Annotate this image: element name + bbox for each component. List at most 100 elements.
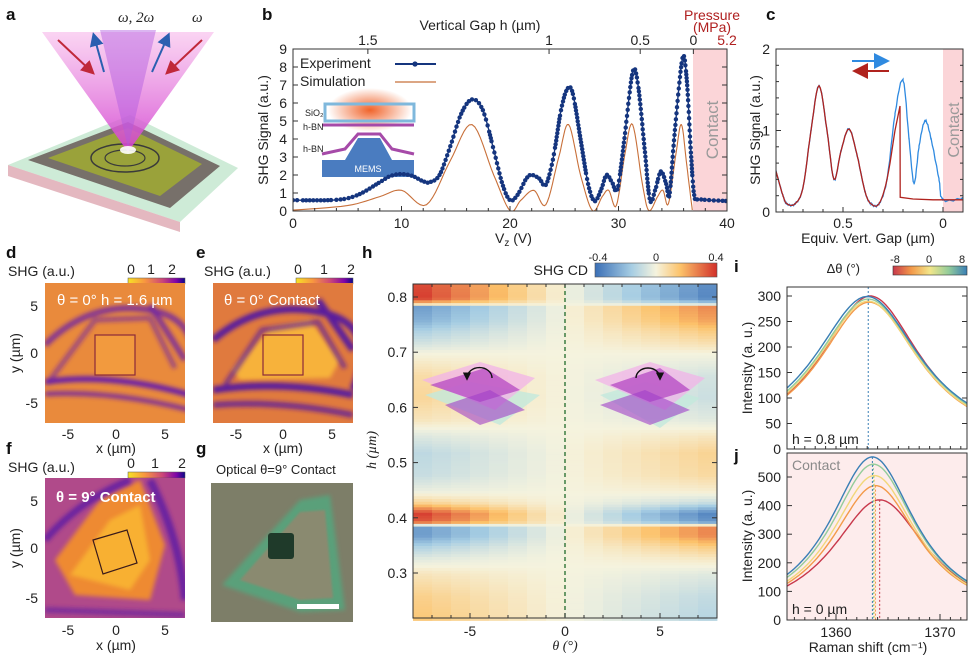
- heatmap-cell: [413, 322, 433, 326]
- heatmap-cell: [679, 477, 699, 481]
- heatmap-cell: [546, 402, 566, 406]
- heatmap-cell: [489, 314, 509, 318]
- heatmap-cell: [660, 430, 680, 434]
- heatmap-cell: [622, 355, 642, 359]
- heatmap-cell: [508, 499, 528, 503]
- heatmap-cell: [527, 573, 547, 577]
- heatmap-cell: [641, 325, 661, 329]
- heatmap-cell: [451, 570, 471, 574]
- heatmap-cell: [546, 355, 566, 359]
- heatmap-cell: [546, 540, 566, 544]
- heatmap-cell: [451, 612, 471, 616]
- heatmap-cell: [527, 570, 547, 574]
- heatmap-cell: [698, 363, 718, 367]
- heatmap-cell: [622, 463, 642, 467]
- experiment-point: [689, 154, 694, 160]
- heatmap-cell: [508, 305, 528, 309]
- heatmap-cell: [527, 534, 547, 539]
- heatmap-cell: [622, 327, 642, 332]
- y-tick-label: 0: [773, 441, 781, 457]
- heatmap-cell: [622, 471, 642, 475]
- heatmap-cell: [489, 460, 509, 464]
- heatmap-cell: [527, 617, 547, 621]
- heatmap-cell: [584, 546, 604, 550]
- heatmap-cell: [489, 294, 509, 298]
- rotate-cw-icon: [635, 367, 665, 381]
- spectrum-line-dtheta-4: [787, 463, 967, 583]
- heatmap-cell: [622, 612, 642, 616]
- heatmap-cell: [660, 471, 680, 475]
- heatmap-cell: [565, 474, 585, 478]
- heatmap-cell: [508, 355, 528, 359]
- heatmap-cell: [641, 308, 661, 312]
- heatmap-cell: [565, 562, 585, 566]
- heatmap-cell: [584, 305, 604, 309]
- heatmap-cell: [413, 529, 433, 533]
- heatmap-cell: [527, 529, 547, 533]
- heatmap-cell: [527, 358, 547, 362]
- heatmap-cell: [451, 333, 471, 337]
- heatmap-cell: [432, 490, 452, 494]
- heatmap-cell: [432, 408, 452, 412]
- heatmap-cell: [660, 449, 680, 453]
- heatmap-cell: [584, 460, 604, 464]
- backward-sweep-line: [776, 84, 963, 207]
- heatmap-cell: [451, 449, 471, 453]
- heatmap-cell: [527, 584, 547, 588]
- heatmap-cell: [546, 419, 566, 423]
- heatmap-cell: [527, 482, 547, 486]
- heatmap-cell: [451, 548, 471, 552]
- panel-d-map: d SHG (a.u.) 0 1 2 θ = 0° h = 1.6 µm y (…: [6, 243, 186, 456]
- heatmap-cell: [470, 570, 490, 574]
- heatmap-cell: [489, 581, 509, 585]
- heatmap-cell: [603, 311, 623, 315]
- heatmap-cell: [660, 612, 680, 616]
- heatmap-cell: [584, 557, 604, 561]
- heatmap-cell: [470, 325, 490, 329]
- heatmap-cell: [584, 352, 604, 356]
- heatmap-cell: [451, 457, 471, 461]
- heatmap-cell: [622, 537, 642, 541]
- heatmap-cell: [679, 449, 699, 453]
- heatmap-cell: [679, 587, 699, 591]
- heatmap-cell: [527, 526, 547, 530]
- experiment-point: [622, 130, 628, 136]
- heatmap-cell: [413, 316, 433, 321]
- experiment-point: [300, 198, 306, 203]
- heatmap-cell: [679, 546, 699, 550]
- heatmap-cell: [508, 427, 528, 431]
- heatmap-cell: [603, 587, 623, 591]
- heatmap-cell: [489, 477, 509, 481]
- heatmap-cell: [508, 419, 528, 423]
- heatmap-cell: [413, 463, 433, 467]
- heatmap-cell: [527, 327, 547, 332]
- heatmap-cell: [451, 601, 471, 605]
- experiment-point: [691, 189, 696, 194]
- f-colorbar: [127, 471, 186, 479]
- heatmap-cell: [470, 286, 490, 290]
- heatmap-cell: [489, 454, 509, 459]
- experiment-point: [412, 174, 417, 180]
- heatmap-cell: [622, 424, 642, 428]
- heatmap-cell: [546, 286, 566, 290]
- heatmap-cell: [660, 601, 680, 605]
- heatmap-cell: [679, 457, 699, 461]
- heatmap-cell: [584, 325, 604, 329]
- h-x-tick-label: 0: [561, 623, 569, 639]
- experiment-point: [690, 173, 695, 178]
- heatmap-cell: [565, 396, 585, 401]
- heatmap-cell: [603, 325, 623, 329]
- heatmap-cell: [432, 339, 452, 343]
- heatmap-cell: [603, 584, 623, 588]
- heatmap-cell: [470, 449, 490, 453]
- heatmap-cell: [641, 314, 661, 318]
- b-top-tick-label: 0.5: [630, 32, 650, 48]
- heatmap-cell: [584, 405, 604, 409]
- incident-arrow-right-icon: [165, 39, 203, 75]
- heatmap-cell: [508, 507, 528, 511]
- heatmap-cell: [698, 465, 718, 470]
- heatmap-cell: [603, 339, 623, 343]
- heatmap-cell: [603, 474, 623, 478]
- heatmap-cell: [565, 385, 585, 390]
- heatmap-cell: [413, 424, 433, 428]
